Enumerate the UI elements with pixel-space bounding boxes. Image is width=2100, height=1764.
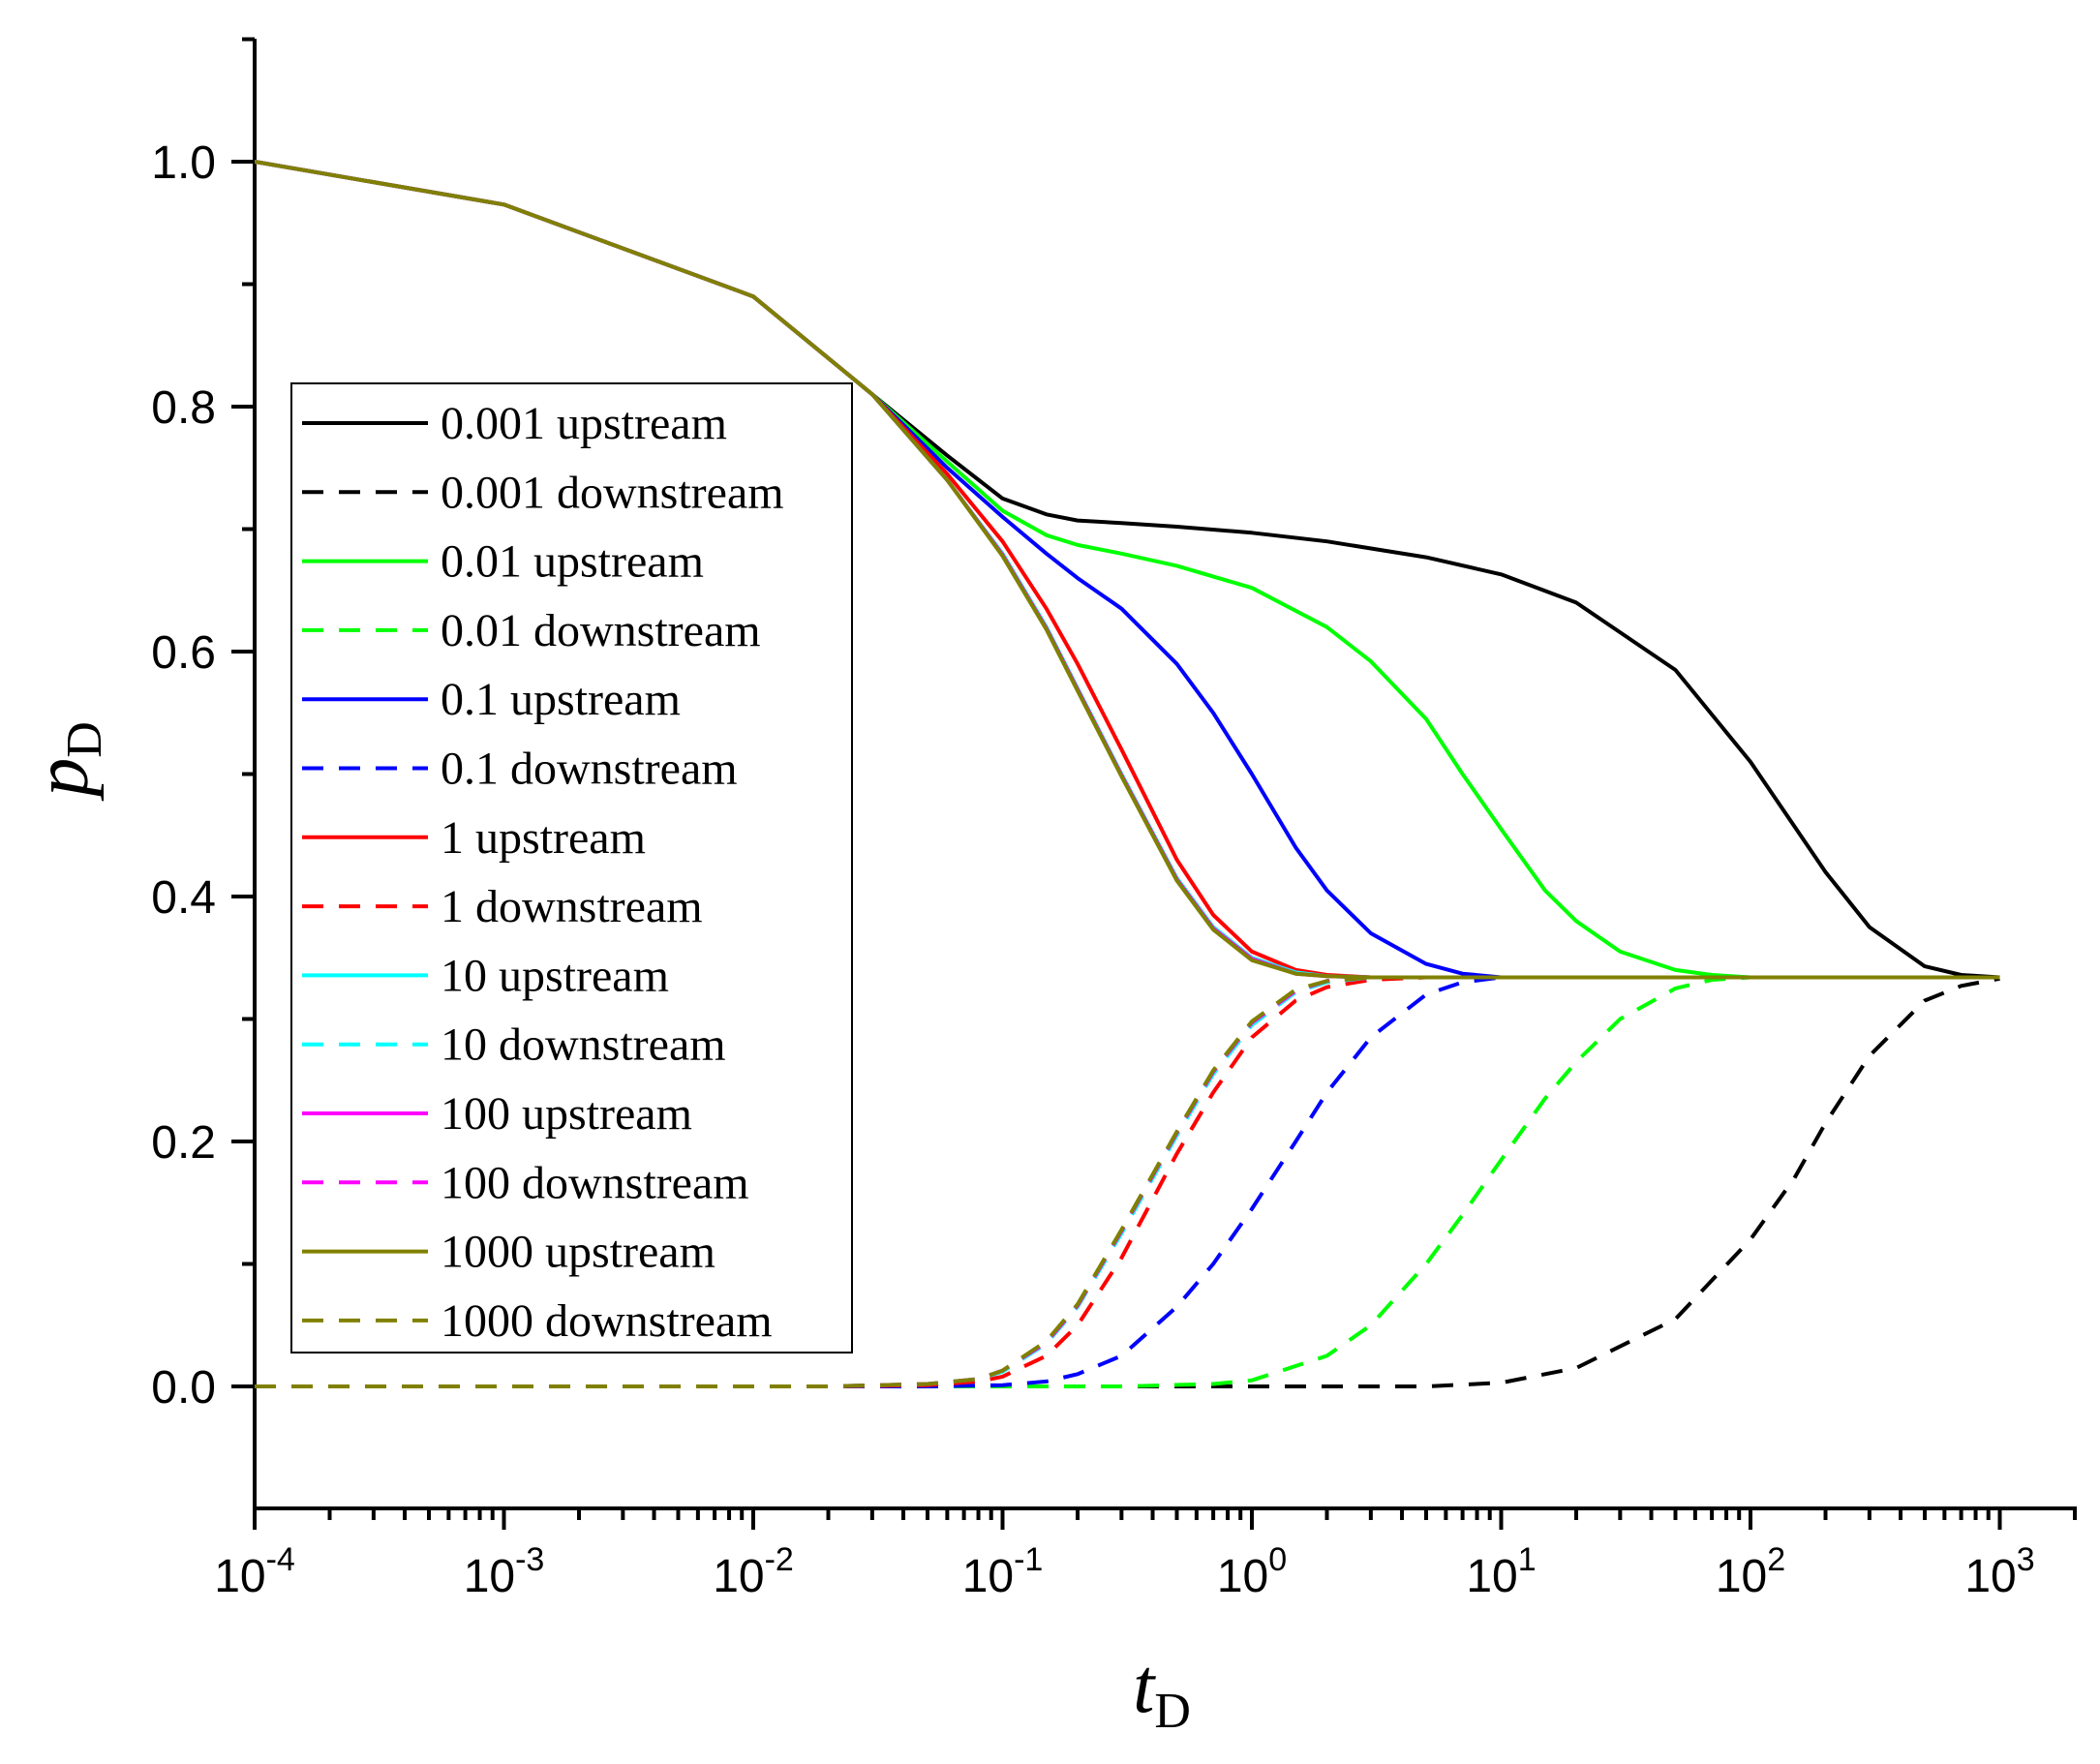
legend: 0.001 upstream 0.001 downstream 0.01 upstr… xyxy=(290,382,853,1353)
legend-label: 1000 downstream xyxy=(441,1295,773,1347)
legend-label: 10 downstream xyxy=(441,1019,726,1071)
x-axis-title-sub: D xyxy=(1154,1684,1191,1739)
y-tick-label: 0.4 xyxy=(151,872,216,924)
legend-label: 0.001 downstream xyxy=(441,467,784,518)
legend-label: 0.01 downstream xyxy=(441,605,761,656)
y-tick-label: 0.8 xyxy=(151,382,216,434)
series-line-0p1-downstream xyxy=(255,975,2000,1388)
series-line-1-downstream xyxy=(255,975,2000,1388)
legend-label: 1 downstream xyxy=(441,881,703,932)
y-tick-label: 1.0 xyxy=(151,137,216,189)
legend-label: 0.1 downstream xyxy=(441,744,738,795)
x-tick-label: 10-1 xyxy=(962,1541,1044,1602)
series-line-0p001-upstream xyxy=(255,160,2000,980)
x-axis-title: tD xyxy=(1133,1644,1191,1739)
series-line-0p01-upstream xyxy=(255,160,2000,980)
x-tick-label: 102 xyxy=(1716,1541,1785,1602)
legend-label: 10 upstream xyxy=(441,950,669,1001)
legend-label: 0.1 upstream xyxy=(441,674,681,725)
legend-label: 0.001 upstream xyxy=(441,398,727,449)
x-tick-labels: 10-4 10-3 10-2 10-1 100 101 102 103 xyxy=(214,1541,2034,1602)
series-line-0p001-downstream xyxy=(255,976,2000,1388)
x-tick-label: 100 xyxy=(1217,1541,1287,1602)
legend-label: 0.01 upstream xyxy=(441,536,704,588)
y-tick-label: 0.2 xyxy=(151,1117,216,1169)
legend-label: 1 upstream xyxy=(441,812,646,864)
series-line-1000-downstream xyxy=(255,975,2000,1388)
legend-label: 100 downstream xyxy=(441,1157,749,1208)
x-tick-label: 10-2 xyxy=(713,1541,794,1602)
x-tick-label: 101 xyxy=(1466,1541,1536,1602)
series-line-0p01-downstream xyxy=(255,975,2000,1388)
legend-label: 100 upstream xyxy=(441,1088,692,1140)
y-axis-title-main: p xyxy=(19,758,105,802)
y-tick-labels: 0.0 0.2 0.4 0.6 0.8 1.0 xyxy=(151,137,216,1414)
x-tick-label: 10-4 xyxy=(214,1541,295,1602)
y-axis-title: pD xyxy=(19,721,112,802)
y-tick-label: 0.0 xyxy=(151,1362,216,1414)
series-group xyxy=(255,160,2000,1388)
major-ticks xyxy=(231,160,2002,1530)
y-axis-title-sub: D xyxy=(57,721,112,758)
legend-label: 1000 upstream xyxy=(441,1227,715,1278)
series-line-1000-upstream xyxy=(255,160,2000,980)
legend-box xyxy=(290,382,853,1353)
y-tick-label: 0.6 xyxy=(151,627,216,679)
x-tick-label: 103 xyxy=(1964,1541,2034,1602)
x-tick-label: 10-3 xyxy=(464,1541,545,1602)
x-axis-title-main: t xyxy=(1133,1644,1156,1729)
